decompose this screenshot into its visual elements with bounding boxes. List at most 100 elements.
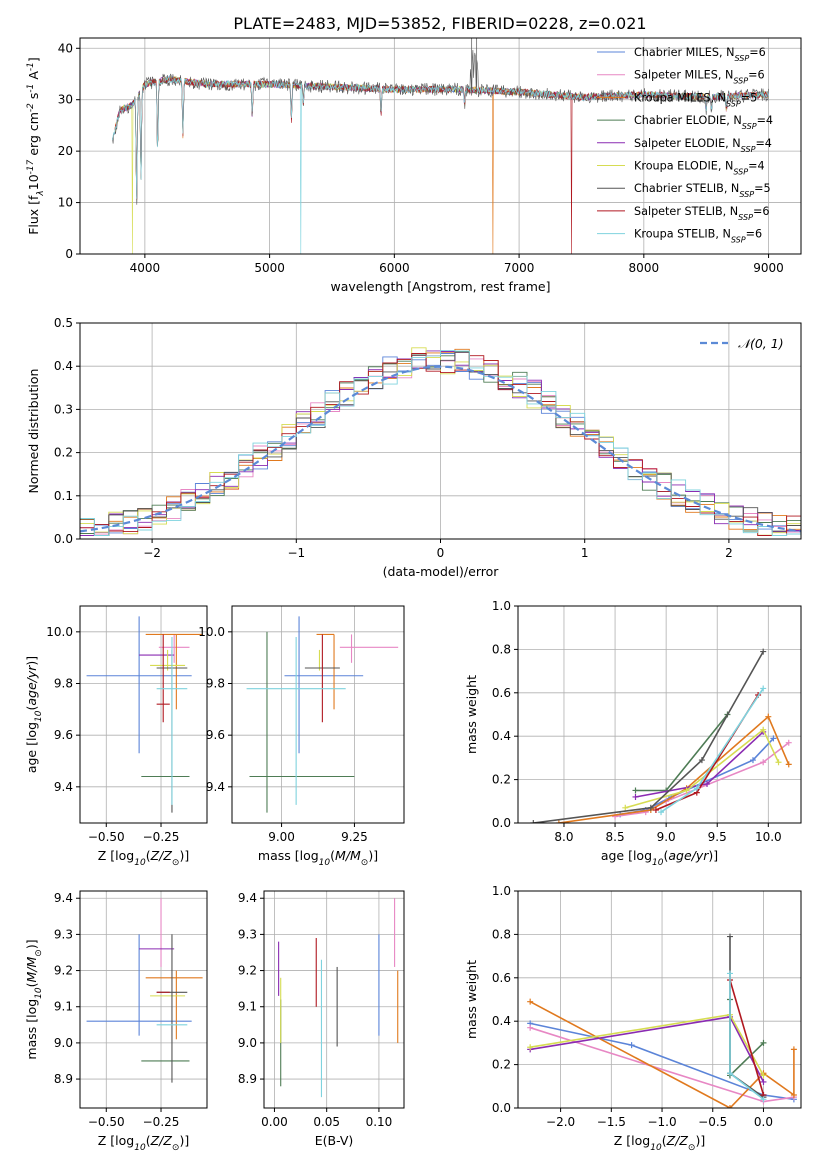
age_vs_mass-axes: 9.00 9.25 9.4 9.6 9.8 10.0 mass [log10(M/M⊙)] [198, 605, 405, 868]
weight_vs_age-ytick-label: 0.0 [492, 816, 511, 830]
spectrum-legend-entry: Salpeter STELIB, NSSP=6 [634, 205, 769, 222]
residuals-xlabel: (data-model)/error [383, 564, 500, 579]
age_vs_mass-grid [232, 606, 404, 823]
weight_vs_age-plot-area [530, 648, 792, 823]
age_vs_mass-ytick-label: 9.6 [206, 728, 225, 742]
mass_vs_ebv-xlabel: E(B-V) [315, 1133, 354, 1148]
residuals-hist-kroupa-elodie [80, 347, 801, 539]
weight_vs_Z-marker [726, 970, 733, 977]
mass_vs_Z-ytick-label: 9.1 [54, 1000, 73, 1014]
age_vs_Z-grid [80, 606, 207, 823]
spectrum-axes: 4000 5000 6000 7000 8000 9000 0 10 20 30 40 wavelen… [26, 37, 802, 294]
spectrum-plot-area [112, 38, 769, 254]
weight_vs_age-marker [658, 809, 665, 816]
weight_vs_Z-line [530, 1022, 795, 1101]
age_vs_Z-ytick-label: 9.8 [54, 677, 73, 691]
spectrum-ytick-label: 0 [65, 247, 73, 261]
mass_vs_Z-plot-area [86, 898, 203, 1083]
weight_vs_age-xtick-label: 8.5 [606, 830, 625, 844]
spectrum-legend-entry: Chabrier MILES, NSSP=6 [634, 46, 766, 63]
spectrum-ylabel: Flux [fλ10-17 erg cm-2 s-1 A-1] [26, 57, 46, 235]
residuals-xtick-label: −2 [143, 546, 161, 560]
spectrum-series-kroupa-stelib [112, 76, 769, 254]
weight_vs_age-marker [760, 648, 767, 655]
mass_vs_ebv-ytick-label: 8.9 [238, 1072, 257, 1086]
weight_vs_Z-plot-area [527, 933, 797, 1108]
weight_vs_Z-ytick-label: 0.0 [492, 1101, 511, 1115]
residuals-ytick-label: 0.2 [54, 446, 73, 460]
mass_vs_ebv-frame [263, 890, 405, 1109]
mass_vs_Z-ylabel: mass [log10(M/M⊙)] [24, 939, 44, 1059]
spectrum-ytick-label: 10 [58, 196, 73, 210]
weight_vs_age-marker [622, 804, 629, 811]
residuals-xtick-label: 0 [437, 546, 445, 560]
weight_vs_Z-xtick-label: 0.0 [754, 1115, 773, 1129]
age_vs_Z-xlabel: Z [log10(Z/Z⊙)] [98, 848, 189, 868]
weight_vs_Z-xlabel: Z [log10(Z/Z⊙)] [614, 1133, 705, 1153]
age_vs_mass-xtick-label: 9.00 [268, 830, 295, 844]
spectrum-legend-entry: Chabrier STELIB, NSSP=5 [634, 182, 771, 199]
weight_vs_age-marker [760, 685, 767, 692]
weight_vs_Z-marker [790, 1046, 797, 1053]
mass_vs_ebv-ytick-label: 9.4 [238, 891, 257, 905]
weight_vs_age-marker [693, 785, 700, 792]
spectrum-xtick-label: 9000 [753, 261, 784, 275]
spectrum-legend-entry: Salpeter MILES, NSSP=6 [634, 69, 765, 86]
age_vs_mass-frame [231, 605, 405, 824]
mass_vs_Z-xlabel: Z [log10(Z/Z⊙)] [98, 1133, 189, 1153]
weight_vs_age-marker [785, 761, 792, 768]
weight_vs_age-marker [770, 735, 777, 742]
weight_vs_age-xtick-label: 8.0 [554, 830, 573, 844]
weight_vs_Z-marker [628, 1042, 635, 1049]
mass_vs_Z-xtick-label: −0.25 [143, 1115, 180, 1129]
weight_vs_age-xtick-label: 9.0 [657, 830, 676, 844]
figure-title: PLATE=2483, MJD=53852, FIBERID=0228, z=0… [233, 14, 646, 33]
mass_vs_ebv-xtick-label: 0.10 [366, 1115, 393, 1129]
mass_vs_Z-ytick-label: 9.0 [54, 1036, 73, 1050]
weight_vs_Z-frame [517, 890, 802, 1109]
residuals-ytick-label: 0.3 [54, 402, 73, 416]
weight_vs_age-ytick-label: 0.6 [492, 686, 511, 700]
weight_vs_age-marker [704, 780, 711, 787]
residuals-plot-area [80, 347, 801, 539]
age_vs_mass-point-chabrier-miles [284, 616, 364, 754]
weight_vs_age-ylabel: mass weight [464, 675, 479, 754]
weight_vs_age-line [533, 651, 764, 823]
residuals-xtick-label: 1 [581, 546, 589, 560]
mass_vs_ebv-plot-area [278, 898, 399, 1098]
weight_vs_age-xlabel: age [log10(age/yr)] [601, 848, 718, 868]
spectrum-frame [79, 37, 802, 255]
weight_vs_Z-xtick-label: −1.5 [597, 1115, 626, 1129]
spectrum-xtick-label: 7000 [504, 261, 535, 275]
weight_vs_age-series-kroupa-stelib [658, 685, 767, 816]
weight_vs_Z-marker [760, 1078, 767, 1085]
age_vs_mass-point-chabrier-elodie [249, 631, 355, 813]
age_vs_Z-xtick-label: −0.50 [88, 830, 125, 844]
weight_vs_age-marker [760, 759, 767, 766]
mass_vs_Z-point-chabrier-miles [86, 934, 192, 1036]
mass_vs_ebv-xtick-label: 0.05 [313, 1115, 340, 1129]
spectrum-xtick-label: 6000 [379, 261, 410, 275]
weight_vs_age-marker [652, 806, 659, 813]
weight_vs_Z-ylabel: mass weight [464, 960, 479, 1039]
weight_vs_age-marker [647, 804, 654, 811]
spectrum-ytick-label: 40 [58, 41, 73, 55]
mass_vs_ebv-ytick-label: 9.2 [238, 964, 257, 978]
mass_vs_Z-xtick-label: −0.50 [88, 1115, 125, 1129]
mass_vs_Z-ytick-label: 9.3 [54, 927, 73, 941]
age_vs_mass-point-salpeter-miles [339, 634, 399, 663]
age_vs_mass-xlabel: mass [log10(M/M⊙)] [258, 848, 378, 868]
spectrum-legend-entry: Salpeter ELODIE, NSSP=4 [634, 137, 772, 154]
residuals-xtick-label: −1 [287, 546, 305, 560]
weight_vs_age-line [625, 728, 780, 809]
age_vs_mass-xtick-label: 9.25 [341, 830, 368, 844]
weight_vs_Z-marker [760, 1096, 767, 1103]
weight_vs_age-marker [555, 820, 562, 823]
age_vs_Z-point-kroupa-elodie [150, 649, 186, 671]
weight_vs_age-xtick-label: 10.0 [755, 830, 782, 844]
age_vs_Z-ylabel: age [log10(age/yr)] [24, 656, 44, 773]
weight_vs_age-marker [530, 820, 537, 823]
weight_vs_Z-xtick-label: −1.0 [647, 1115, 676, 1129]
